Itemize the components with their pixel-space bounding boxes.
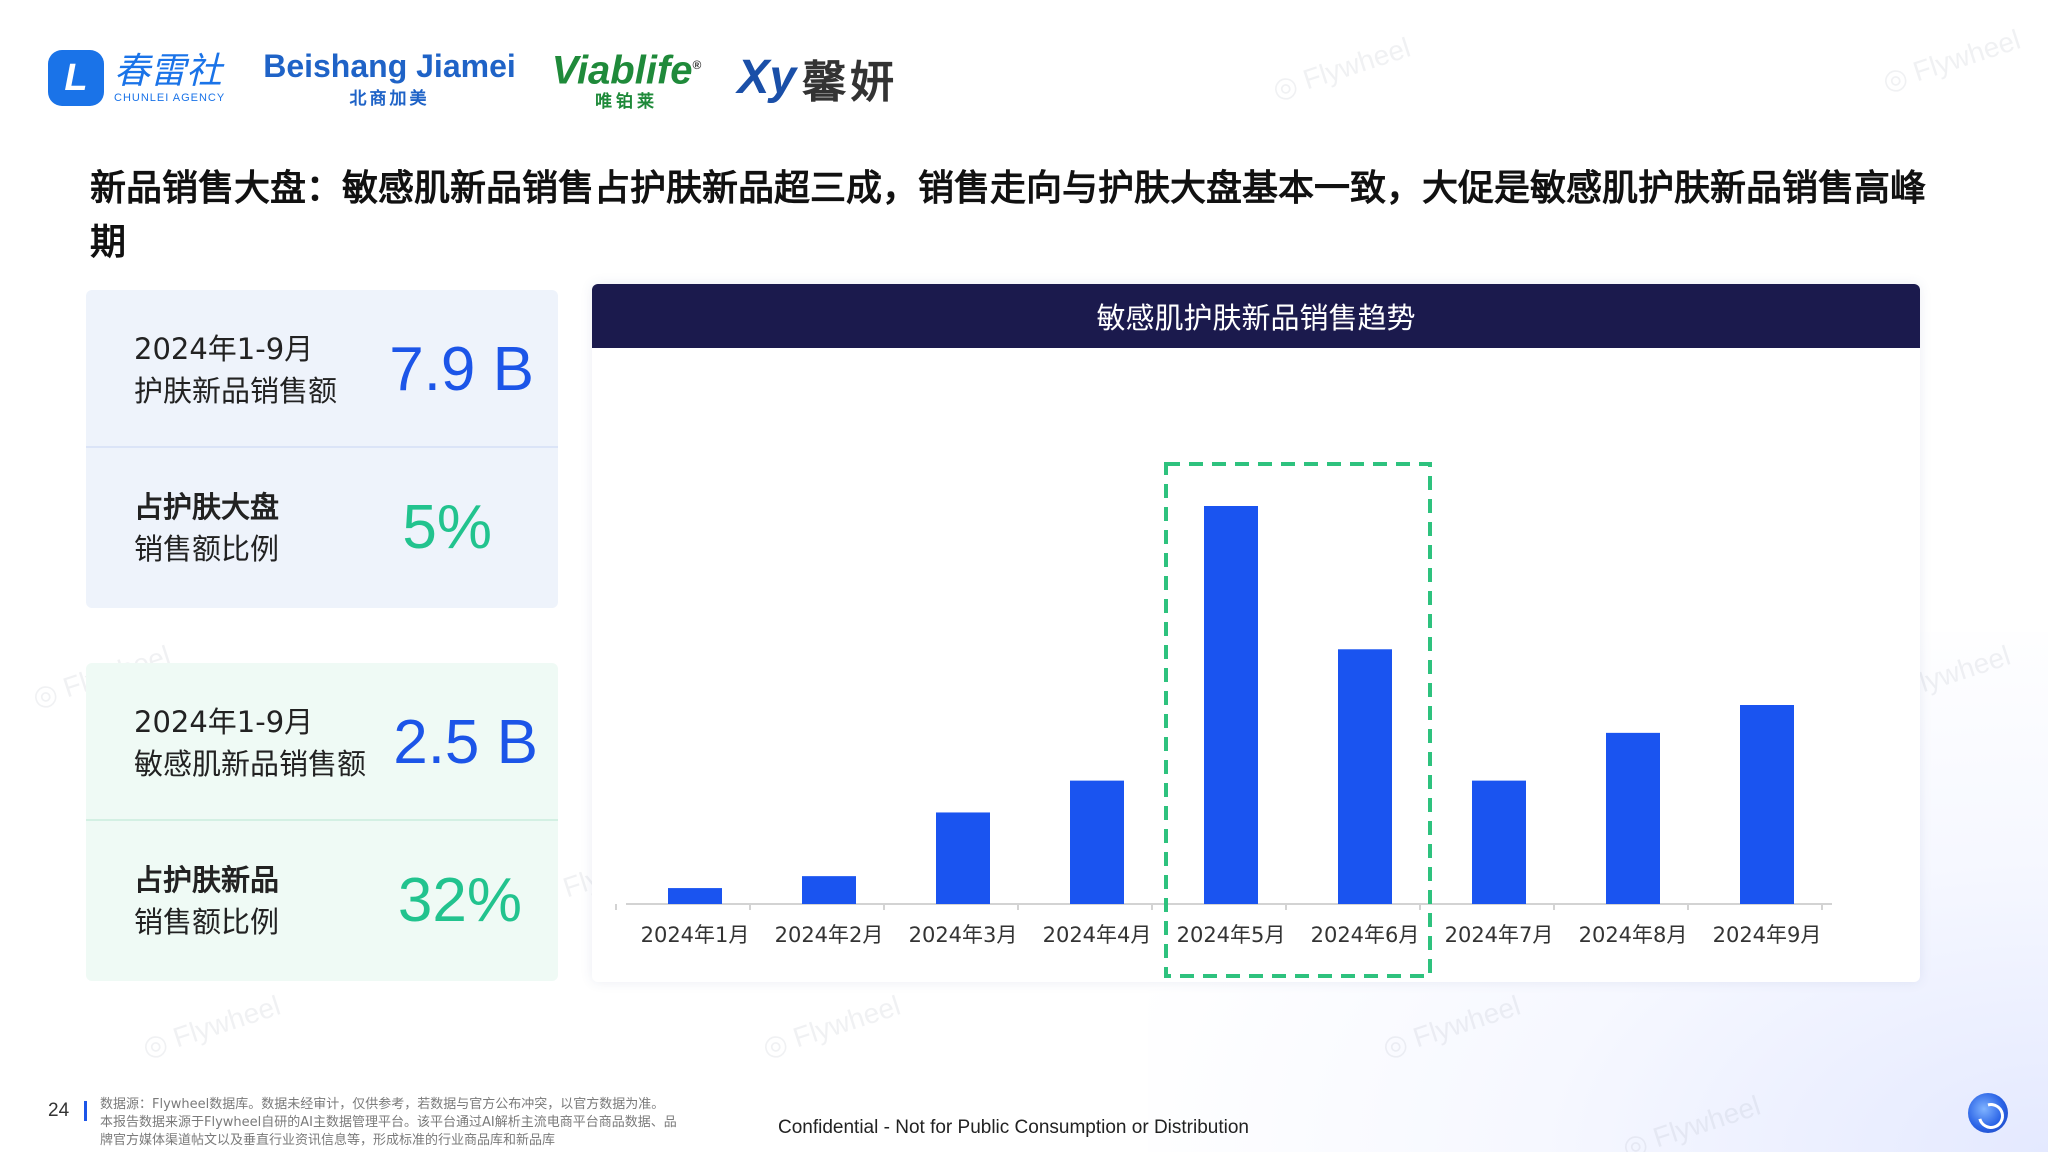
bar-6 [1338,649,1392,904]
xinyan-logo-mark: Xy [737,51,797,104]
skincare-share-label-1: 占护肤大盘 [134,490,280,524]
watermark-text: ◎ Flywheel [138,989,285,1064]
skincare-sales-label: 护肤新品销售额 [134,374,338,408]
beishang-logo-cn: 北商加美 [349,88,430,109]
xinyan-logo: Xy 馨妍 [737,46,898,110]
bar-7 [1472,780,1526,904]
watermark-text: ◎ Flywheel [1378,989,1525,1064]
x-tick-label-9: 2024年9月 [1713,923,1822,947]
flywheel-corner-logo [1968,1093,2008,1133]
beishang-logo: Beishang Jiamei 北商加美 [263,48,516,109]
skincare-sales-value: 7.9 B [389,335,534,404]
source-line-1: 数据源：Flywheel数据库。数据未经审计，仅供参考，若数据与官方公布冲突，以… [100,1097,665,1112]
page-title: 新品销售大盘：敏感肌新品销售占护肤新品超三成，销售走向与护肤大盘基本一致，大促是… [90,168,1927,263]
x-tick-label-1: 2024年1月 [641,923,750,947]
chunlei-logo: L 春雷社 CHUNLEI AGENCY [48,50,225,106]
skincare-stats-card: 2024年1-9月 护肤新品销售额 7.9 B 占护肤大盘 销售额比例 5% [86,290,558,608]
sales-trend-chart: 敏感肌护肤新品销售趋势 2024年1月 2024年2月 2024年3月 2024年4月… [592,284,1920,982]
viablife-logo-cn: 唯铂莱 [595,92,659,113]
x-tick-label-7: 2024年7月 [1445,923,1554,947]
xinyan-logo-cn: 馨妍 [802,57,899,108]
sensitive-sales-value: 2.5 B [393,708,538,777]
source-line-2: 本报告数据来源于Flywheel自研的AI主数据管理平台。该平台通过AI解析主流… [100,1115,677,1130]
bar-4 [1070,780,1124,904]
x-tick-label-3: 2024年3月 [909,923,1018,947]
bar-2 [802,876,856,904]
skincare-share-value: 5% [402,493,492,562]
x-tick-label-5: 2024年5月 [1177,923,1286,947]
watermark-text: ◎ Flywheel [1878,23,2025,98]
chart-plot: 2024年1月 2024年2月 2024年3月 2024年4月 2024年5月 2024年… [615,462,1832,978]
peak-highlight-box [1164,462,1432,978]
chart-title: 敏感肌护肤新品销售趋势 [592,284,1920,348]
sensitive-share-label-1: 占护肤新品 [134,863,280,897]
page-number: 24 [48,1100,70,1121]
viablife-reg-mark: ® [692,57,702,72]
bar-1 [668,888,722,904]
x-tick-label-8: 2024年8月 [1579,923,1688,947]
skincare-share-row: 占护肤大盘 销售额比例 5% [86,448,558,606]
chunlei-logo-cn: 春雷社 [114,51,223,92]
viablife-logo: Viablife® 唯铂莱 [552,44,702,112]
partner-logos: L 春雷社 CHUNLEI AGENCY Beishang Jiamei 北商加… [48,38,898,118]
viablife-logo-en: Viablife [551,48,693,93]
x-tick-label-6: 2024年6月 [1311,923,1420,947]
sensitive-share-label-2: 销售额比例 [134,905,280,939]
bar-3 [936,812,990,904]
bar-5 [1204,506,1258,904]
watermark-text: ◎ Flywheel [1268,31,1415,106]
sensitive-sales-row: 2024年1-9月 敏感肌新品销售额 2.5 B [86,663,558,821]
sensitive-sales-label: 敏感肌新品销售额 [134,747,367,781]
x-tick-label-4: 2024年4月 [1043,923,1152,947]
bar-8 [1606,732,1660,904]
confidential-notice: Confidential - Not for Public Consumptio… [778,1117,1249,1138]
skincare-share-label-2: 销售额比例 [134,532,280,566]
skincare-period-label: 2024年1-9月 [134,332,314,366]
sensitive-share-value: 32% [397,866,522,935]
page-number-divider [84,1101,87,1121]
watermark-text: ◎ Flywheel [1618,1089,1765,1152]
sensitive-period-label: 2024年1-9月 [134,705,314,739]
source-footnote: 数据源：Flywheel数据库。数据未经审计，仅供参考，若数据与官方公布冲突，以… [100,1096,770,1150]
source-line-3: 牌官方媒体渠道帖文以及垂直行业资讯信息等，形成标准的行业商品库和新品库 [100,1133,556,1148]
sensitive-stats-card: 2024年1-9月 敏感肌新品销售额 2.5 B 占护肤新品 销售额比例 32% [86,663,558,981]
bar-9 [1740,705,1794,904]
chunlei-logo-mark: L [48,50,104,106]
x-tick-label-2: 2024年2月 [775,923,884,947]
skincare-sales-row: 2024年1-9月 护肤新品销售额 7.9 B [86,290,558,448]
beishang-logo-en: Beishang Jiamei [263,47,516,84]
chunlei-logo-en: CHUNLEI AGENCY [114,92,226,104]
sensitive-share-row: 占护肤新品 销售额比例 32% [86,821,558,979]
watermark-text: ◎ Flywheel [758,989,905,1064]
